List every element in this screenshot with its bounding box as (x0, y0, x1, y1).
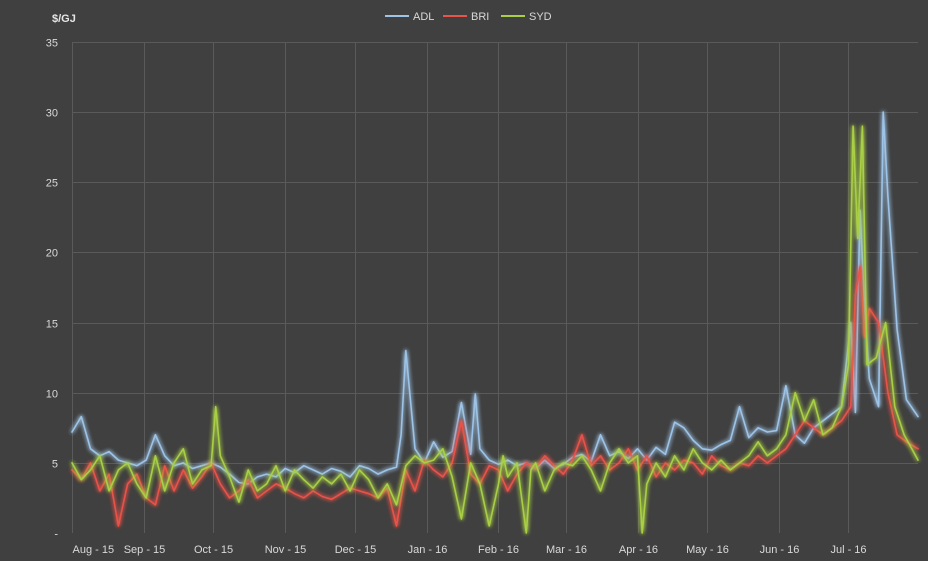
y-axis-unit-label: $/GJ (52, 13, 76, 25)
y-axis: - 5 10 15 20 25 30 35 (46, 38, 59, 541)
y-tick-label: 20 (46, 248, 58, 260)
x-tick-label: Apr - 16 (619, 544, 658, 556)
y-tick-label: 5 (52, 459, 58, 471)
x-axis: Aug - 15 Sep - 15 Oct - 15 Nov - 15 Dec - 15… (73, 544, 867, 556)
legend: ADL BRI SYD (385, 11, 552, 23)
y-tick-label: - (54, 529, 58, 541)
y-tick-label: 15 (46, 319, 58, 331)
series-line-adl (71, 111, 919, 485)
x-tick-label: Oct - 15 (194, 544, 233, 556)
x-tick-label: Dec - 15 (335, 544, 377, 556)
legend-label: ADL (413, 11, 434, 23)
x-tick-label: Jun - 16 (760, 544, 800, 556)
x-tick-label: Nov - 15 (265, 544, 307, 556)
series-line-bri (71, 265, 919, 527)
grid (72, 42, 918, 533)
x-tick-label: Jan - 16 (408, 544, 448, 556)
x-tick-label: Sep - 15 (124, 544, 166, 556)
y-tick-label: 35 (46, 38, 58, 50)
y-tick-label: 30 (46, 108, 58, 120)
x-tick-label: Mar - 16 (546, 544, 587, 556)
x-tick-label: Jul - 16 (830, 544, 866, 556)
series-layer (71, 111, 919, 534)
x-tick-label: May - 16 (686, 544, 729, 556)
y-tick-label: 10 (46, 389, 58, 401)
legend-label: SYD (529, 11, 552, 23)
x-tick-label: Aug - 15 (73, 544, 115, 556)
x-tick-label: Feb - 16 (478, 544, 519, 556)
legend-label: BRI (471, 11, 489, 23)
series-line-syd (71, 125, 919, 534)
y-tick-label: 25 (46, 178, 58, 190)
